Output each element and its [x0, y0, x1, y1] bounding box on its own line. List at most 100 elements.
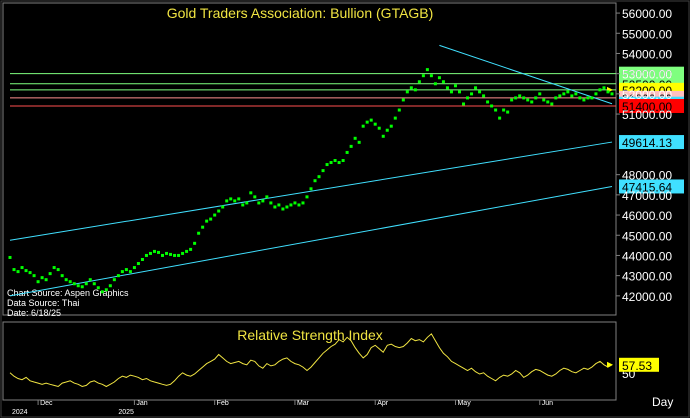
chart-source-note: Chart Source: Aspen Graphics [7, 288, 129, 298]
price-point [313, 179, 317, 183]
price-point [470, 92, 474, 96]
price-point [393, 116, 397, 120]
price-point [494, 108, 498, 112]
price-point [546, 100, 550, 104]
price-point [193, 241, 197, 245]
price-point [333, 159, 337, 163]
price-point [60, 274, 64, 278]
price-point [558, 94, 562, 98]
price-point [213, 213, 217, 217]
price-point [413, 88, 417, 92]
price-point [498, 116, 502, 120]
y-tick-label: 42000.00 [622, 290, 672, 304]
price-point [401, 98, 405, 102]
x-month-label: Mar [297, 400, 310, 407]
price-point [297, 203, 301, 207]
price-point [245, 201, 249, 205]
price-point [104, 288, 108, 292]
price-point [24, 269, 28, 273]
y-tick-label: 44000.00 [622, 249, 672, 263]
price-point [361, 124, 365, 128]
price-point [441, 80, 445, 84]
price-point [48, 272, 52, 276]
price-point [305, 195, 309, 199]
price-point [181, 251, 185, 255]
price-point [462, 102, 466, 106]
price-point [329, 161, 333, 165]
price-point [309, 187, 313, 191]
price-point [169, 252, 173, 256]
x-month-label: Jun [542, 400, 553, 407]
trendline-0 [9, 141, 613, 241]
price-point [574, 92, 578, 96]
price-point [429, 74, 433, 78]
price-point [437, 76, 441, 80]
price-point [449, 90, 453, 94]
level-label-text-7: 47415.64 [622, 180, 672, 194]
level-label-text-6: 49614.13 [622, 136, 672, 150]
price-point [381, 134, 385, 138]
trendline-2 [439, 44, 613, 105]
level-label-text-5: 51400.00 [622, 100, 672, 114]
price-point [273, 205, 277, 209]
price-point [486, 100, 490, 104]
y-tick-label: 47000.00 [622, 189, 672, 203]
price-point [457, 90, 461, 94]
price-point [116, 274, 120, 278]
price-point [285, 205, 289, 209]
price-point [502, 108, 506, 112]
price-point [325, 163, 329, 167]
price-point [301, 201, 305, 205]
level-label-6: 49614.13 [619, 135, 684, 150]
trendlines [9, 44, 613, 297]
data-source-note: Data Source: Thai [7, 298, 79, 308]
price-point [445, 86, 449, 90]
price-point [257, 201, 261, 205]
price-point [233, 199, 237, 203]
x-month-label: Feb [217, 400, 229, 407]
price-point [217, 209, 221, 213]
price-point [289, 203, 293, 207]
price-point [550, 102, 554, 106]
price-point [478, 90, 482, 94]
price-points [8, 68, 614, 294]
price-point [201, 225, 205, 229]
price-point [514, 96, 518, 100]
level-label-5: 51400.00 [619, 98, 684, 114]
y-tick-label: 53000.00 [622, 68, 672, 82]
price-point [538, 92, 542, 96]
price-point [148, 251, 152, 255]
price-point [433, 82, 437, 86]
price-point [349, 144, 353, 148]
y-tick-label: 54000.00 [622, 47, 672, 61]
price-point [345, 150, 349, 154]
y-tick-label: 56000.00 [622, 7, 672, 21]
x-month-label: Dec [40, 400, 53, 407]
price-point [598, 88, 602, 92]
price-point [590, 96, 594, 100]
price-point [128, 270, 132, 274]
x-month-label: Jan [136, 400, 147, 407]
main-chart-title: Gold Traders Association: Bullion (GTAGB… [167, 5, 434, 21]
price-point [425, 68, 429, 72]
price-point [152, 249, 156, 253]
price-point [225, 199, 229, 203]
price-point [526, 98, 530, 102]
price-point [474, 86, 478, 90]
price-point [417, 80, 421, 84]
y-tick-label: 48000.00 [622, 169, 672, 183]
price-point [64, 278, 68, 282]
price-point [317, 175, 321, 179]
price-point [136, 262, 140, 266]
date-note: Date: 6/18/25 [7, 308, 61, 318]
price-point [405, 90, 409, 94]
price-point [96, 286, 100, 290]
price-point [124, 268, 128, 272]
price-point [177, 253, 181, 257]
rsi-series-line [9, 333, 613, 388]
price-point [542, 98, 546, 102]
price-point [530, 100, 534, 104]
